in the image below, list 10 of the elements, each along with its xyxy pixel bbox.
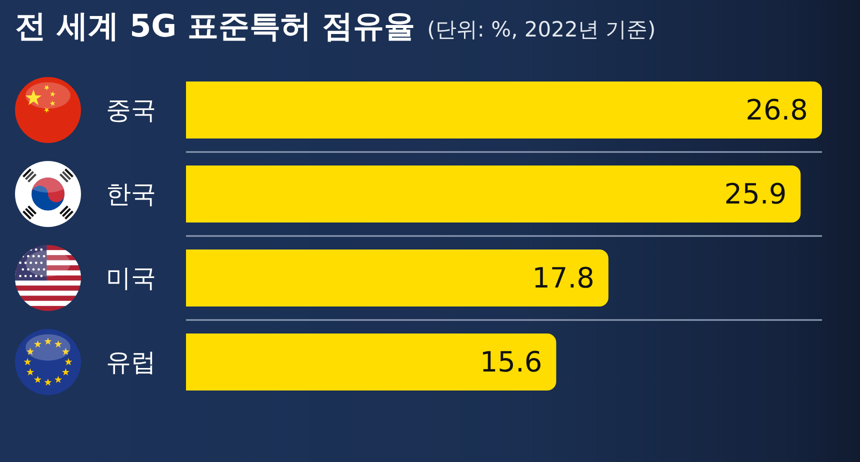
data-label: 17.8 xyxy=(532,262,594,294)
chart-subtitle: (단위: %, 2022년 기준) xyxy=(427,18,656,42)
y-tick-label: 미국 xyxy=(106,264,156,292)
y-tick-label: 유럽 xyxy=(106,348,156,376)
chart-title: 전 세계 5G 표준특허 점유율 xyxy=(15,8,416,44)
y-tick-label: 한국 xyxy=(106,180,156,208)
data-label: 15.6 xyxy=(480,346,542,378)
y-tick-label: 중국 xyxy=(106,96,156,124)
data-label: 26.8 xyxy=(746,94,808,126)
data-label: 25.9 xyxy=(724,178,787,210)
